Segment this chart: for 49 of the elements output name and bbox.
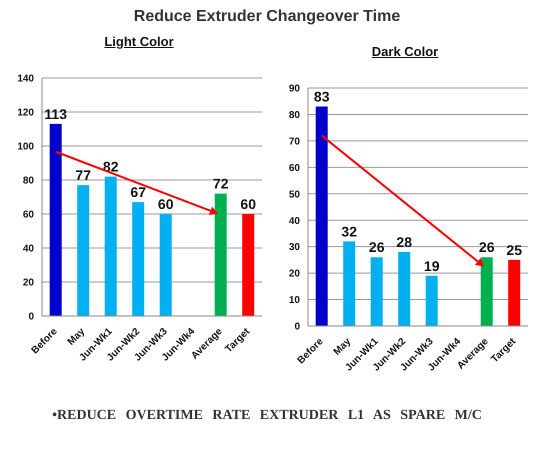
bar (77, 185, 90, 316)
y-tick-label: 100 (17, 142, 34, 153)
text: •REDUCE OVERTIME RATE EXTRUDER L1 AS SPARE M/C (51, 408, 483, 424)
data-label: 77 (75, 167, 92, 184)
data-label: 28 (396, 234, 412, 250)
bar (508, 260, 520, 326)
y-tick-label: 50 (288, 189, 300, 200)
y-tick-label: 30 (288, 242, 300, 254)
bar (343, 241, 356, 326)
bar (104, 176, 117, 316)
y-tick-label: 0 (294, 322, 300, 333)
y-tick-label: 60 (22, 210, 34, 221)
bar (160, 214, 172, 316)
bar (132, 202, 144, 316)
data-label: 26 (368, 239, 385, 256)
chart-subtitle: Light Color (103, 34, 175, 51)
data-label: 26 (478, 239, 495, 256)
bar (50, 124, 62, 316)
y-tick-label: 140 (17, 74, 34, 85)
data-label: 67 (130, 184, 146, 200)
y-tick-label: 60 (288, 162, 300, 174)
y-tick-label: 80 (288, 110, 300, 121)
bar (426, 276, 438, 326)
y-tick-label: 70 (288, 136, 300, 148)
data-label: 32 (341, 223, 358, 240)
y-tick-label: 20 (22, 278, 34, 289)
y-tick-label: 0 (28, 312, 34, 323)
data-label: 60 (240, 196, 256, 212)
data-label: 25 (506, 242, 522, 258)
bar (316, 106, 328, 326)
bar (370, 257, 383, 326)
bar (242, 214, 254, 316)
data-label: 72 (212, 176, 229, 192)
y-tick-label: 40 (288, 216, 300, 227)
data-label: 60 (158, 196, 174, 212)
bar (214, 194, 227, 316)
y-tick-label: 120 (17, 108, 34, 119)
y-tick-label: 20 (288, 268, 300, 280)
chart-title: Reduce Extruder Changeover Time (132, 8, 402, 27)
data-label: 19 (424, 258, 440, 274)
y-tick-label: 90 (288, 84, 300, 95)
bar (480, 257, 493, 326)
chart-title: Dark Color (370, 44, 440, 61)
y-tick-label: 80 (22, 176, 34, 187)
bar (398, 252, 410, 326)
data-label: 113 (44, 106, 68, 122)
data-label: 83 (314, 88, 330, 105)
y-tick-label: 40 (22, 244, 34, 255)
y-tick-label: 10 (288, 295, 300, 306)
